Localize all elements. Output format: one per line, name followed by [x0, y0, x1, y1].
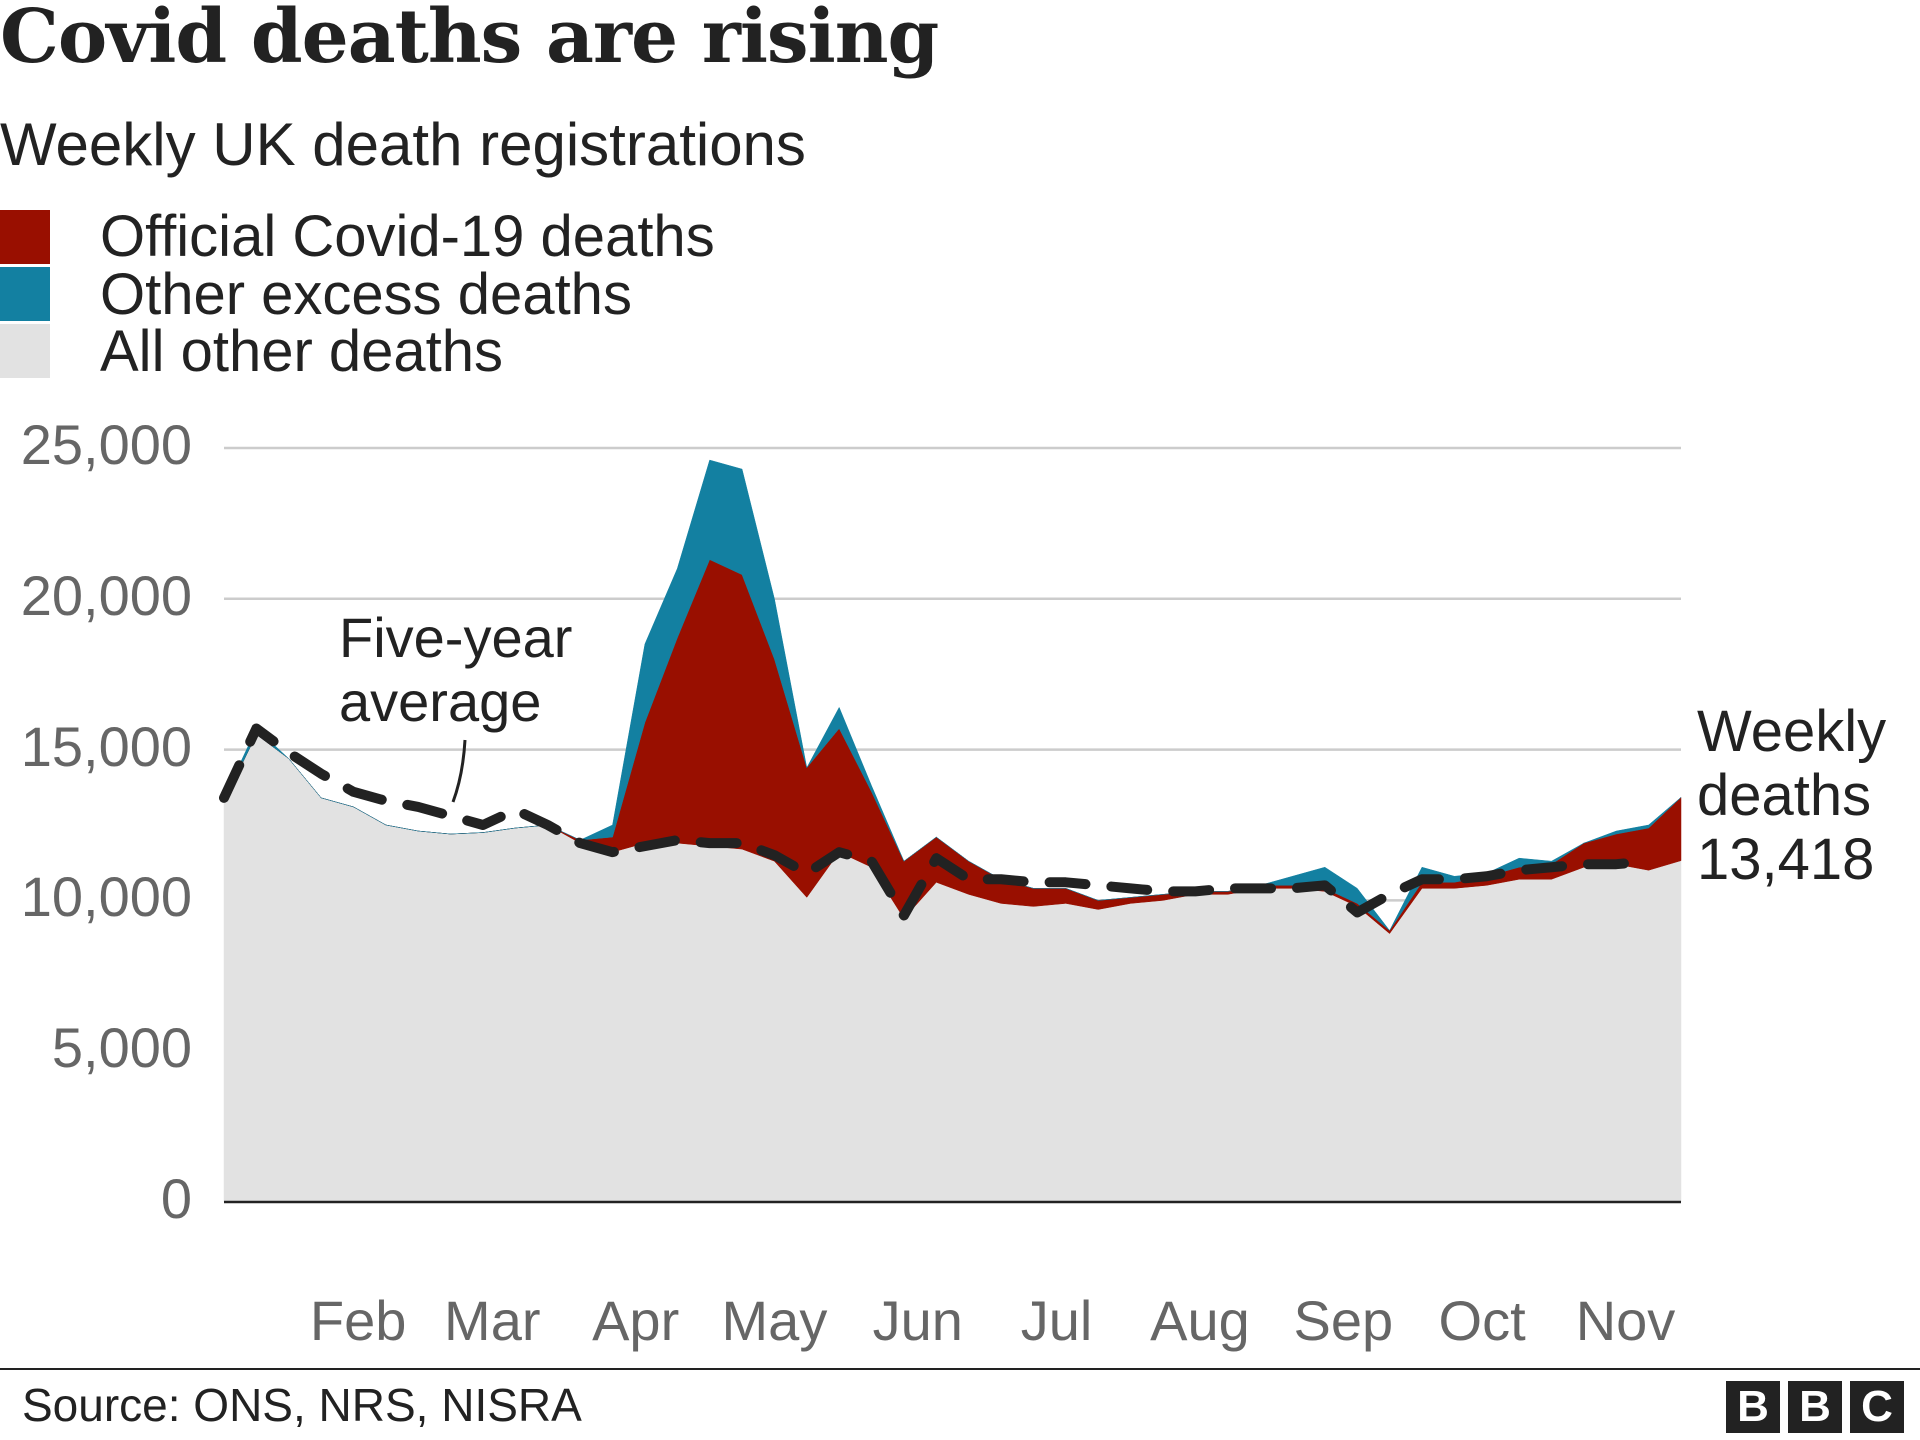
y-tick-label: 5,000	[51, 1016, 192, 1080]
legend-label-other: All other deaths	[100, 319, 504, 384]
annotation-leader-line	[451, 739, 467, 803]
y-tick-label: 15,000	[20, 714, 192, 778]
footer-divider	[0, 1368, 1920, 1370]
x-tick-label: Jul	[1020, 1289, 1093, 1352]
annotation-line1: Five-year	[339, 606, 573, 669]
legend-swatch-covid	[0, 210, 50, 264]
logo-letter: C	[1850, 1381, 1904, 1433]
y-tick-label: 20,000	[20, 563, 192, 627]
logo-letter: B	[1788, 1381, 1842, 1433]
annotation-line2: average	[339, 670, 542, 733]
x-tick-label: Sep	[1293, 1289, 1394, 1352]
five-year-average-annotation: Five-year average	[339, 606, 572, 734]
area-all-other-deaths	[223, 734, 1682, 1203]
legend-swatch-other	[0, 324, 50, 378]
x-tick-label: Jun	[872, 1289, 963, 1352]
end-label-line2: deaths	[1697, 763, 1872, 828]
area-other-excess-deaths	[223, 459, 1682, 932]
x-tick-label: Mar	[444, 1289, 541, 1352]
logo-letter: B	[1726, 1381, 1780, 1433]
y-tick-label: 25,000	[20, 413, 192, 476]
chart-subtitle: Weekly UK death registrations	[0, 111, 806, 178]
bbc-logo: B B C	[1726, 1381, 1904, 1433]
x-tick-label: Nov	[1575, 1289, 1676, 1352]
legend-swatch-excess	[0, 267, 50, 321]
x-tick-label: Oct	[1438, 1289, 1526, 1352]
end-label-line1: Weekly	[1697, 699, 1887, 764]
x-tick-label: Apr	[592, 1289, 680, 1352]
x-tick-label: May	[721, 1289, 828, 1352]
legend-label-excess: Other excess deaths	[100, 262, 632, 327]
x-tick-label: Aug	[1150, 1289, 1250, 1352]
x-tick-label: Feb	[309, 1289, 407, 1352]
source-text: Source: ONS, NRS, NISRA	[22, 1379, 582, 1431]
legend-label-covid: Official Covid-19 deaths	[100, 204, 715, 269]
end-label-value: 13,418	[1697, 827, 1875, 892]
weekly-deaths-label: Weekly deaths 13,418	[1697, 700, 1886, 892]
five-year-average-line	[219, 723, 1654, 921]
y-tick-label: 10,000	[20, 865, 192, 929]
y-tick-label: 0	[160, 1167, 192, 1230]
chart-title: Covid deaths are rising	[0, 0, 939, 80]
